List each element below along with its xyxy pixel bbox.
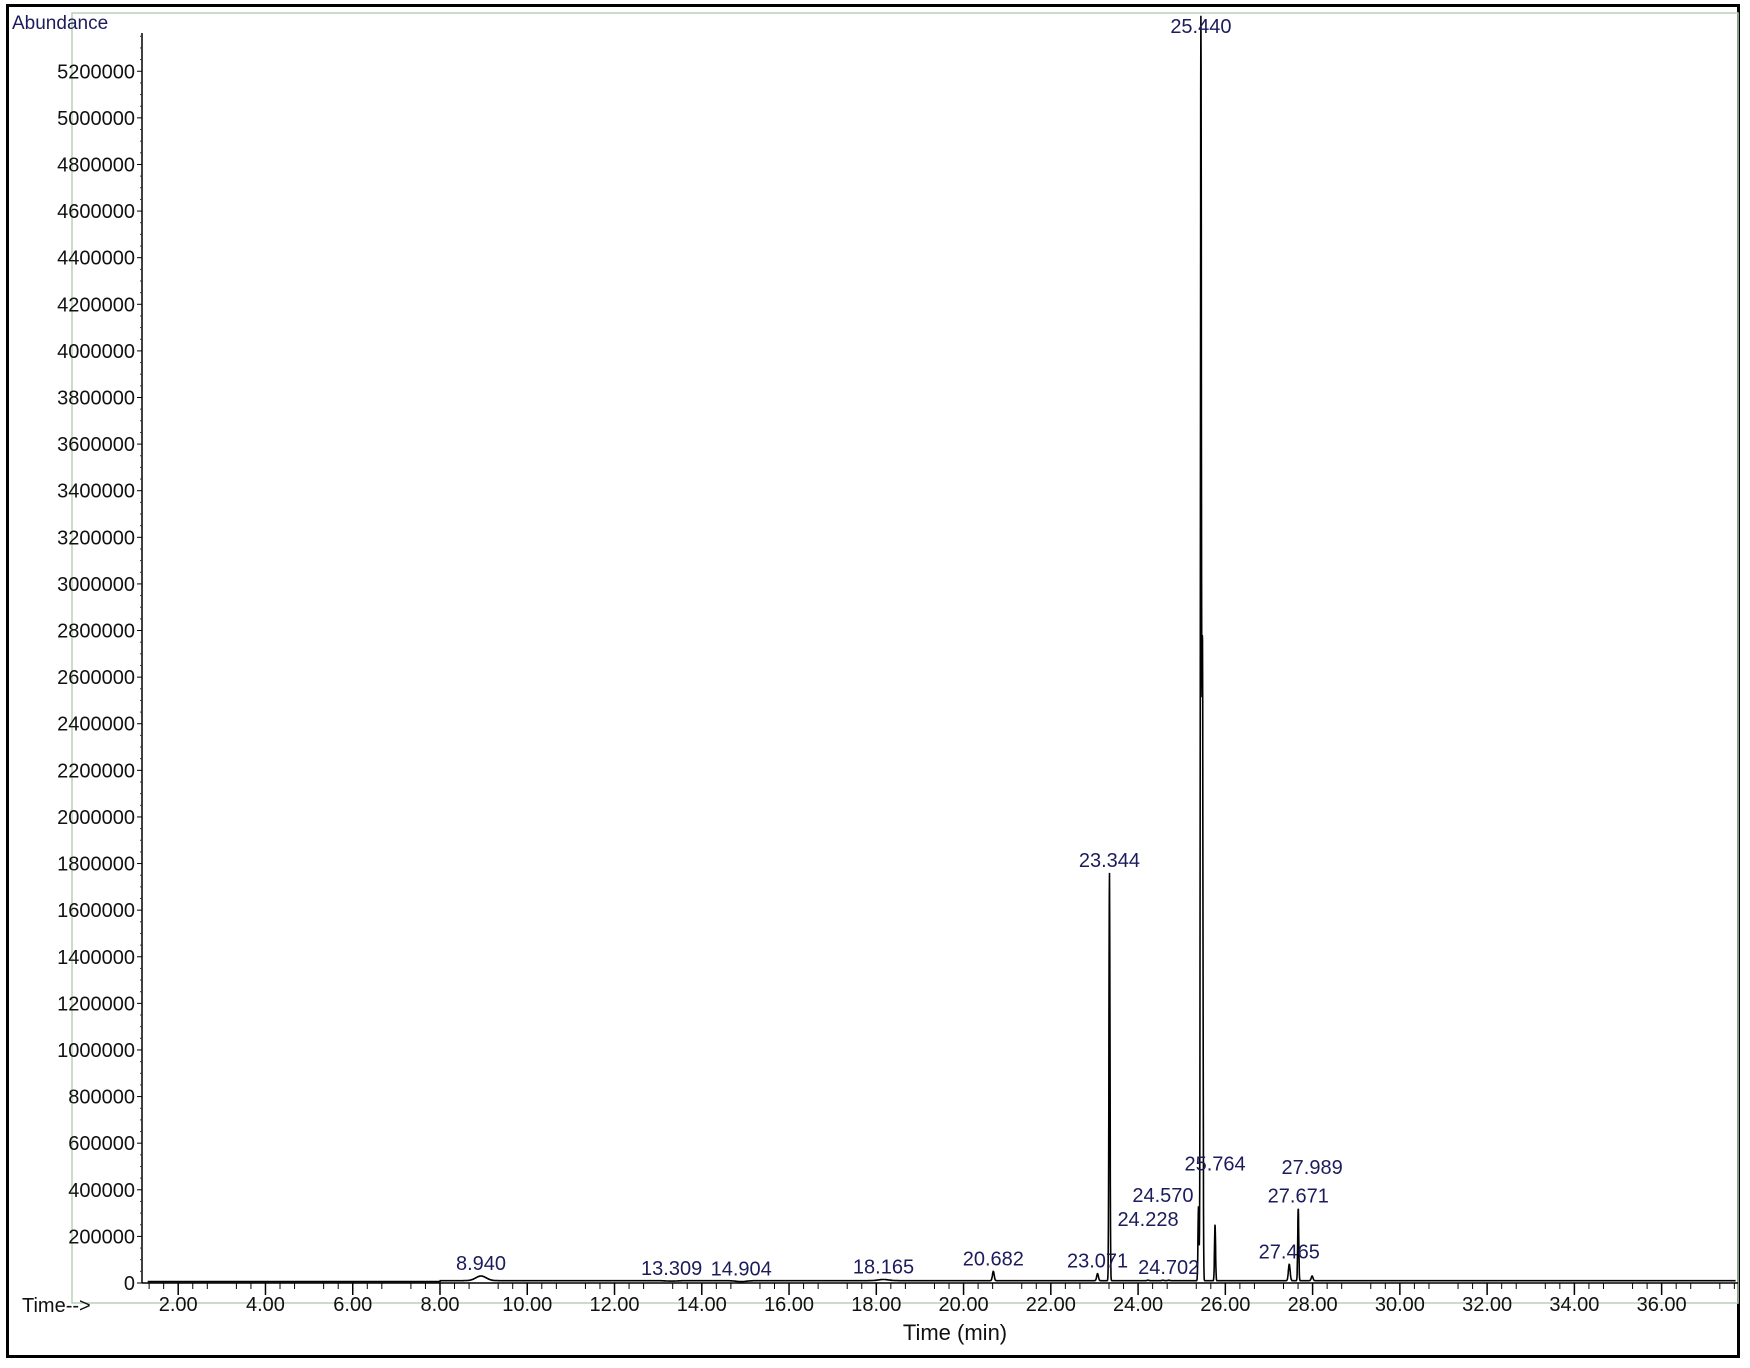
peak-label: 25.764	[1184, 1154, 1245, 1176]
x-axis-label: Time (min)	[903, 1320, 1007, 1345]
peak-label: 27.989	[1282, 1157, 1343, 1179]
peak-label: 25.440	[1170, 16, 1231, 38]
y-tick-label: 400000	[68, 1180, 135, 1202]
x-tick-label: 26.00	[1200, 1294, 1250, 1316]
peak-label: 14.904	[711, 1259, 772, 1281]
y-tick-label: 4000000	[57, 341, 135, 363]
x-tick-label: 34.00	[1549, 1294, 1599, 1316]
y-tick-label: 1600000	[57, 900, 135, 922]
x-tick-label: 20.00	[939, 1294, 989, 1316]
x-tick-label: 32.00	[1462, 1294, 1512, 1316]
x-tick-label: 24.00	[1113, 1294, 1163, 1316]
y-tick-label: 3600000	[57, 434, 135, 456]
y-tick-label: 2600000	[57, 667, 135, 689]
y-tick-label: 3800000	[57, 387, 135, 409]
peak-label: 23.071	[1067, 1251, 1128, 1273]
x-tick-label: 28.00	[1288, 1294, 1338, 1316]
x-tick-label: 22.00	[1026, 1294, 1076, 1316]
x-tick-label: 36.00	[1637, 1294, 1687, 1316]
x-tick-label: 16.00	[764, 1294, 814, 1316]
x-tick-label: 30.00	[1375, 1294, 1425, 1316]
peak-label: 18.165	[853, 1257, 914, 1279]
y-tick-label: 3000000	[57, 574, 135, 596]
y-tick-label: 600000	[68, 1133, 135, 1155]
y-tick-label: 3200000	[57, 527, 135, 549]
y-tick-label: 5200000	[57, 61, 135, 83]
x-tick-label: 12.00	[589, 1294, 639, 1316]
peak-label: 27.465	[1259, 1241, 1320, 1263]
peak-label: 24.228	[1117, 1209, 1178, 1231]
peak-label: 20.682	[963, 1248, 1024, 1270]
x-tick-label: 18.00	[851, 1294, 901, 1316]
peak-label: 24.570	[1132, 1185, 1193, 1207]
y-tick-label: 2800000	[57, 621, 135, 643]
y-axis-label: Abundance	[12, 13, 108, 34]
y-tick-label: 4200000	[57, 294, 135, 316]
y-tick-label: 2400000	[57, 714, 135, 736]
y-tick-label: 3400000	[57, 481, 135, 503]
y-tick-label: 1000000	[57, 1040, 135, 1062]
y-tick-label: 5000000	[57, 108, 135, 130]
x-axis-prefix: Time-->	[22, 1295, 91, 1317]
y-tick-label: 1400000	[57, 947, 135, 969]
peak-label: 24.702	[1138, 1257, 1199, 1279]
x-tick-label: 2.00	[159, 1294, 198, 1316]
plot-border	[71, 12, 1739, 1304]
x-tick-label: 4.00	[246, 1294, 285, 1316]
peak-label: 8.940	[456, 1253, 506, 1275]
x-tick-label: 10.00	[502, 1294, 552, 1316]
chromatogram-trace	[147, 15, 1736, 1283]
peak-label: 27.671	[1268, 1185, 1329, 1207]
y-tick-label: 2200000	[57, 760, 135, 782]
peak-label: 23.344	[1079, 850, 1140, 872]
y-tick-label: 4800000	[57, 154, 135, 176]
x-tick-label: 6.00	[333, 1294, 372, 1316]
y-tick-label: 4400000	[57, 248, 135, 270]
y-tick-label: 800000	[68, 1087, 135, 1109]
x-tick-label: 14.00	[677, 1294, 727, 1316]
y-tick-label: 1200000	[57, 993, 135, 1015]
y-tick-label: 2000000	[57, 807, 135, 829]
y-tick-label: 200000	[68, 1226, 135, 1248]
x-tick-label: 8.00	[421, 1294, 460, 1316]
y-tick-label: 0	[124, 1273, 135, 1295]
peak-label: 13.309	[641, 1258, 702, 1280]
y-tick-label: 4600000	[57, 201, 135, 223]
y-tick-label: 1800000	[57, 854, 135, 876]
